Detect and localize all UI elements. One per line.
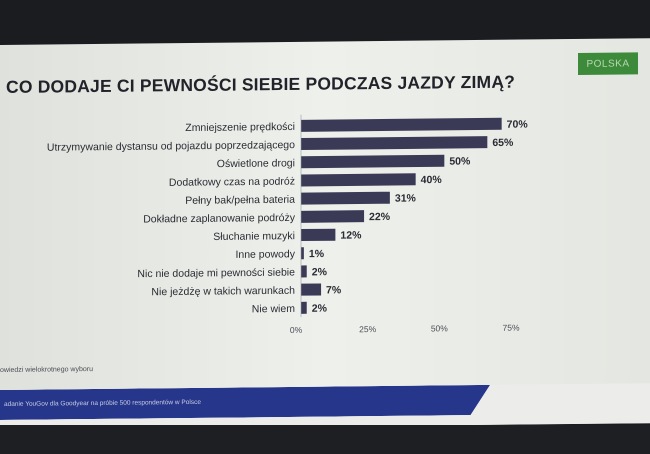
category-label: Zmniejszenie prędkości xyxy=(185,121,295,134)
presentation-slide: CO DODAJE CI PEWNOŚCI SIEBIE PODCZAS JAZ… xyxy=(0,38,650,431)
bar xyxy=(301,136,488,151)
category-label: Utrzymywanie dystansu od pojazdu poprzed… xyxy=(47,139,295,154)
value-label: 70% xyxy=(507,118,529,130)
bar xyxy=(301,154,445,169)
value-label: 40% xyxy=(421,174,443,186)
x-tick-label: 25% xyxy=(359,324,376,334)
category-label: Nie wiem xyxy=(252,303,295,315)
value-label: 12% xyxy=(340,229,362,241)
room-background xyxy=(0,425,650,454)
category-label: Inne powody xyxy=(235,248,295,261)
value-label: 50% xyxy=(449,155,471,167)
category-label: Nie jeżdżę w takich warunkach xyxy=(151,285,295,299)
bar xyxy=(301,301,307,314)
x-tick-label: 75% xyxy=(502,323,519,333)
value-label: 22% xyxy=(369,211,391,223)
value-label: 31% xyxy=(395,192,417,204)
x-tick-label: 0% xyxy=(290,325,303,335)
bar-chart: Zmniejszenie prędkości 70% Utrzymywanie dy… xyxy=(47,114,529,335)
bar xyxy=(301,117,502,132)
bar xyxy=(301,173,416,187)
bar xyxy=(301,191,390,205)
value-label: 2% xyxy=(312,303,328,315)
category-label: Dodatkowy czas na podróż xyxy=(169,176,295,189)
category-label: Pełny bak/pełna bateria xyxy=(185,194,295,207)
footnote: owiedzi wielokrotnego wyboru xyxy=(0,366,93,374)
bar xyxy=(301,228,336,242)
bar xyxy=(301,210,365,223)
value-label: 2% xyxy=(312,266,328,278)
value-label: 65% xyxy=(492,137,514,149)
category-label: Oświetlone drogi xyxy=(217,157,295,170)
bar xyxy=(301,247,304,260)
x-tick-label: 50% xyxy=(431,323,448,333)
category-label: Nic nie dodaje mi pewności siebie xyxy=(137,267,295,281)
value-label: 1% xyxy=(309,248,325,260)
bar xyxy=(301,283,322,296)
category-label: Słuchanie muzyki xyxy=(213,230,295,243)
value-label: 7% xyxy=(326,284,342,296)
bar xyxy=(301,265,307,278)
category-label: Dokładne zaplanowanie podróży xyxy=(143,212,296,226)
